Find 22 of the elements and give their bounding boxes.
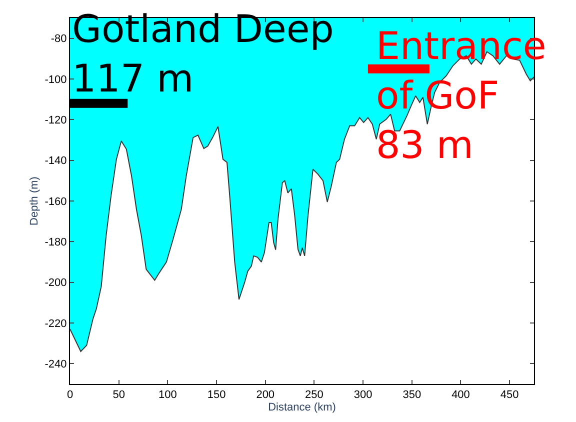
y-tick-label: -120 bbox=[44, 114, 67, 127]
y-axis-title: Depth (m) bbox=[28, 176, 40, 226]
x-tick-label: 300 bbox=[354, 389, 372, 402]
y-tick-label: -180 bbox=[44, 236, 67, 249]
y-tick-label: -80 bbox=[50, 33, 67, 46]
x-tick-label: 0 bbox=[66, 389, 74, 402]
x-tick-label: 200 bbox=[256, 389, 275, 402]
x-tick-label: 400 bbox=[452, 389, 470, 402]
annotation: Gotland Deep 117 m bbox=[72, 7, 334, 100]
y-tick-label: -200 bbox=[44, 277, 67, 290]
x-tick-label: 250 bbox=[305, 389, 324, 402]
x-tick-label: 50 bbox=[112, 389, 125, 402]
y-tick-label: -100 bbox=[44, 74, 67, 86]
x-tick-label: 150 bbox=[207, 389, 226, 402]
y-tick-label: -240 bbox=[44, 358, 67, 371]
x-tick-label: 450 bbox=[500, 389, 519, 402]
x-axis-title: Distance (km) bbox=[268, 401, 336, 414]
y-tick-label: -220 bbox=[44, 318, 67, 330]
x-tick-label: 100 bbox=[158, 389, 177, 402]
x-tick-label: 350 bbox=[402, 389, 422, 402]
y-tick-label: -140 bbox=[44, 155, 67, 168]
y-tick-label: -160 bbox=[44, 196, 67, 208]
